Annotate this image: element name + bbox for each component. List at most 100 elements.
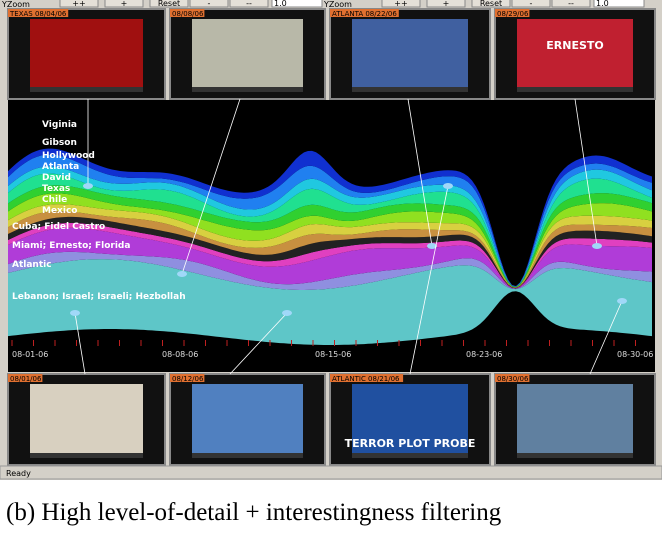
toolbar-button-label[interactable]: -- (568, 0, 574, 8)
thumbnail-label-bg (330, 374, 404, 382)
toolbar-button-label[interactable]: Reset (158, 0, 180, 8)
streamgraph: ViginiaGibsonHollywoodAtlantaDavidTexasC… (8, 120, 653, 359)
event-marker (177, 271, 187, 277)
toolbar-button[interactable] (189, 0, 229, 8)
event-marker (443, 183, 453, 189)
video-thumbnail[interactable]: 08/12/06 (169, 373, 326, 466)
thumbnail-image[interactable] (30, 19, 143, 87)
video-thumbnail[interactable]: TEXAS 08/04/06 (7, 8, 166, 100)
connector-line (409, 185, 449, 375)
toolbar-button[interactable] (381, 0, 421, 8)
thumbnail-ticker (192, 453, 303, 458)
video-thumbnail[interactable]: ATLANTIC 08/21/06 TERROR PLOT PROBE (329, 373, 491, 466)
toolbar-button-label[interactable]: - (530, 0, 533, 8)
toolbar-button-label[interactable]: Reset (480, 0, 502, 8)
figure-caption: (b) High level-of-detail + interestingne… (6, 499, 502, 526)
connector-line (181, 98, 241, 275)
video-thumbnail[interactable]: 08/08/06 (169, 8, 326, 100)
thumbnail-label: 08/30/06 (497, 375, 529, 383)
zoom-input[interactable] (593, 0, 645, 8)
toolbar-button-label[interactable]: -- (246, 0, 252, 8)
topic-label: Chile (42, 195, 67, 205)
stream-band (8, 211, 652, 288)
zoom-input[interactable] (271, 0, 323, 8)
stream-band (8, 222, 652, 289)
thumbnail-label-bg (330, 9, 399, 17)
connector-line (74, 312, 86, 375)
thumbnail-label: ATLANTA 08/22/06 (332, 10, 397, 18)
video-thumbnail[interactable]: 08/29/06 ERNESTO (494, 8, 656, 100)
zoom-label: YZoom (323, 0, 352, 9)
thumbnail-ticker (192, 87, 303, 92)
thumbnail-label-bg (495, 9, 530, 17)
toolbar-button-label[interactable]: + (121, 0, 128, 8)
toolbar-button[interactable] (426, 0, 466, 8)
event-marker (282, 310, 292, 316)
event-marker (427, 243, 437, 249)
connector-line (407, 98, 433, 247)
date-label: 08-30-06 (617, 350, 653, 359)
annotations (70, 98, 627, 375)
thumbnail-ticker (30, 453, 143, 458)
topic-label: Texas (42, 184, 70, 194)
toolbar-button[interactable] (229, 0, 269, 8)
topic-label: David (42, 173, 71, 183)
thumbnail-label: ATLANTIC 08/21/06 (332, 375, 400, 383)
thumbnail-label: 08/12/06 (172, 375, 204, 383)
thumbnail-image[interactable] (192, 19, 303, 87)
toolbar-button[interactable] (59, 0, 99, 8)
toolbar-button[interactable] (511, 0, 551, 8)
toolbar-button[interactable] (471, 0, 511, 8)
thumbnail-ticker (30, 87, 143, 92)
toolbar-button-label[interactable]: ++ (72, 0, 85, 8)
topic-label: Atlanta (42, 162, 79, 172)
stream-band (8, 227, 652, 289)
event-marker (617, 298, 627, 304)
thumbnail-overlay: ERNESTO (546, 39, 603, 52)
topic-label: Viginia (42, 120, 77, 130)
thumbnail-label: 08/29/06 (497, 10, 529, 18)
zoom-input-value[interactable]: 1.0 (596, 0, 609, 8)
toolbar-button-label[interactable]: ++ (394, 0, 407, 8)
toolbar-button[interactable] (551, 0, 591, 8)
event-marker (70, 310, 80, 316)
status-text: Ready (6, 469, 31, 478)
toolbar-button-label[interactable]: + (443, 0, 450, 8)
thumbnail-ticker (517, 87, 633, 92)
zoom-input-value[interactable]: 1.0 (274, 0, 287, 8)
thumbnail-ticker (352, 87, 468, 92)
thumbnail-image[interactable] (352, 384, 468, 453)
thumbnail-image[interactable] (352, 19, 468, 87)
connector-line (229, 312, 288, 375)
video-thumbnail[interactable]: 08/01/06 (7, 373, 166, 466)
thumbnail-image[interactable] (30, 384, 143, 453)
thumbnail-image[interactable] (192, 384, 303, 453)
thumbnail-image[interactable] (517, 384, 633, 453)
date-label: 08-01-06 (12, 350, 48, 359)
date-label: 08-23-06 (466, 350, 502, 359)
topic-label: Hollywood (42, 151, 95, 161)
date-label: 08-08-06 (162, 350, 198, 359)
toolbar-button[interactable] (149, 0, 189, 8)
event-marker (83, 183, 93, 189)
thumbnail-label-bg (8, 374, 43, 382)
toolbar-button-label[interactable]: - (208, 0, 211, 8)
thumbnail-image[interactable] (517, 19, 633, 87)
thumbnails: TEXAS 08/04/06 08/08/06 ATLANTA 08/22/06 08… (7, 8, 656, 466)
video-thumbnail[interactable]: ATLANTA 08/22/06 (329, 8, 491, 100)
toolbar-button[interactable] (104, 0, 144, 8)
thumbnail-label-bg (170, 374, 205, 382)
video-thumbnail[interactable]: 08/30/06 (494, 373, 656, 466)
thumbnail-label: 08/08/06 (172, 10, 204, 18)
thumbnail-ticker (352, 453, 468, 458)
stream-band (8, 259, 652, 345)
connector-line (589, 300, 623, 375)
thumbnail-label: 08/01/06 (10, 375, 42, 383)
topic-label: Mexico (42, 206, 77, 216)
thumbnail-ticker (517, 453, 633, 458)
thumbnail-overlay: TERROR PLOT PROBE (345, 437, 476, 450)
stream-band (8, 193, 652, 288)
stream-band (8, 251, 652, 290)
stream-band (8, 173, 652, 287)
